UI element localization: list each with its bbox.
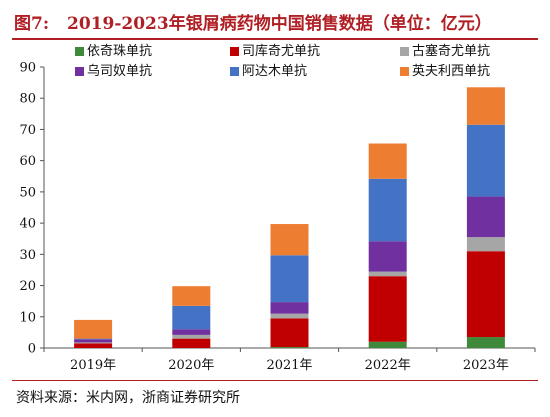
bar-segment [172,334,211,339]
y-tick-label: 70 [19,123,36,138]
bar-segment [270,224,309,256]
bar-segment [270,302,309,314]
legend-swatch [400,47,409,56]
y-tick-label: 80 [19,92,36,107]
bar-segment [368,341,407,348]
bar-segment [466,87,505,125]
figure-header: 图7: 2019-2023年银屑病药物中国销售数据（单位：亿元） [0,0,550,40]
bar-segment [466,196,505,238]
bar-segment [466,124,505,197]
x-tick-label: 2022年 [365,358,411,373]
bar-segment [270,255,309,303]
bar-segment [172,305,211,330]
figure-label: 图7: [14,14,50,34]
legend-swatch [75,47,84,56]
x-tick-label: 2023年 [463,358,509,373]
bar-segment [74,319,113,339]
bar-segment [270,318,309,348]
title-divider [12,38,538,40]
bar-segment [466,337,505,348]
legend-label: 古塞奇尤单抗 [412,43,490,59]
y-tick-label: 30 [19,248,36,263]
bar-segment [172,329,211,335]
legend-label: 依奇珠单抗 [87,43,152,59]
bar-segment [368,271,407,277]
bar-segment [74,342,113,344]
x-tick-label: 2021年 [266,358,312,373]
bar-segment [466,251,505,338]
legend-swatch [230,47,239,56]
bar-segment [74,343,113,348]
bar-segment [466,237,505,252]
bar-segment [270,347,309,348]
legend-label: 乌司奴单抗 [87,63,152,79]
bar-segment [368,178,407,242]
x-tick-label: 2020年 [168,358,214,373]
y-tick-label: 60 [19,154,36,169]
bar-segment [74,338,113,340]
bar-segment [368,241,407,272]
x-tick-label: 2019年 [70,358,116,373]
source-divider [12,380,538,381]
y-tick-label: 10 [19,310,36,325]
y-tick-label: 90 [19,61,36,76]
figure-title: 图7: 2019-2023年银屑病药物中国销售数据（单位：亿元） [14,9,492,34]
legend-swatch [75,67,84,76]
figure-title-text: 2019-2023年银屑病药物中国销售数据（单位：亿元） [67,14,492,34]
bar-segment [270,313,309,319]
bar-segment [172,286,211,306]
y-tick-label: 40 [19,217,36,232]
bar-segment [368,143,407,179]
y-tick-label: 20 [19,279,36,294]
bar-segment [74,339,113,343]
legend-label: 阿达木单抗 [242,64,307,79]
bar-segment [368,276,407,342]
y-tick-label: 0 [28,342,36,357]
source-note: 资料来源：米内网，浙商证券研究所 [16,390,240,406]
legend-label: 英夫利西单抗 [412,64,490,79]
legend-swatch [400,67,409,76]
legend-swatch [230,67,239,76]
y-tick-label: 50 [19,185,36,200]
legend-label: 司库奇尤单抗 [242,43,320,59]
bar-segment [172,338,211,348]
